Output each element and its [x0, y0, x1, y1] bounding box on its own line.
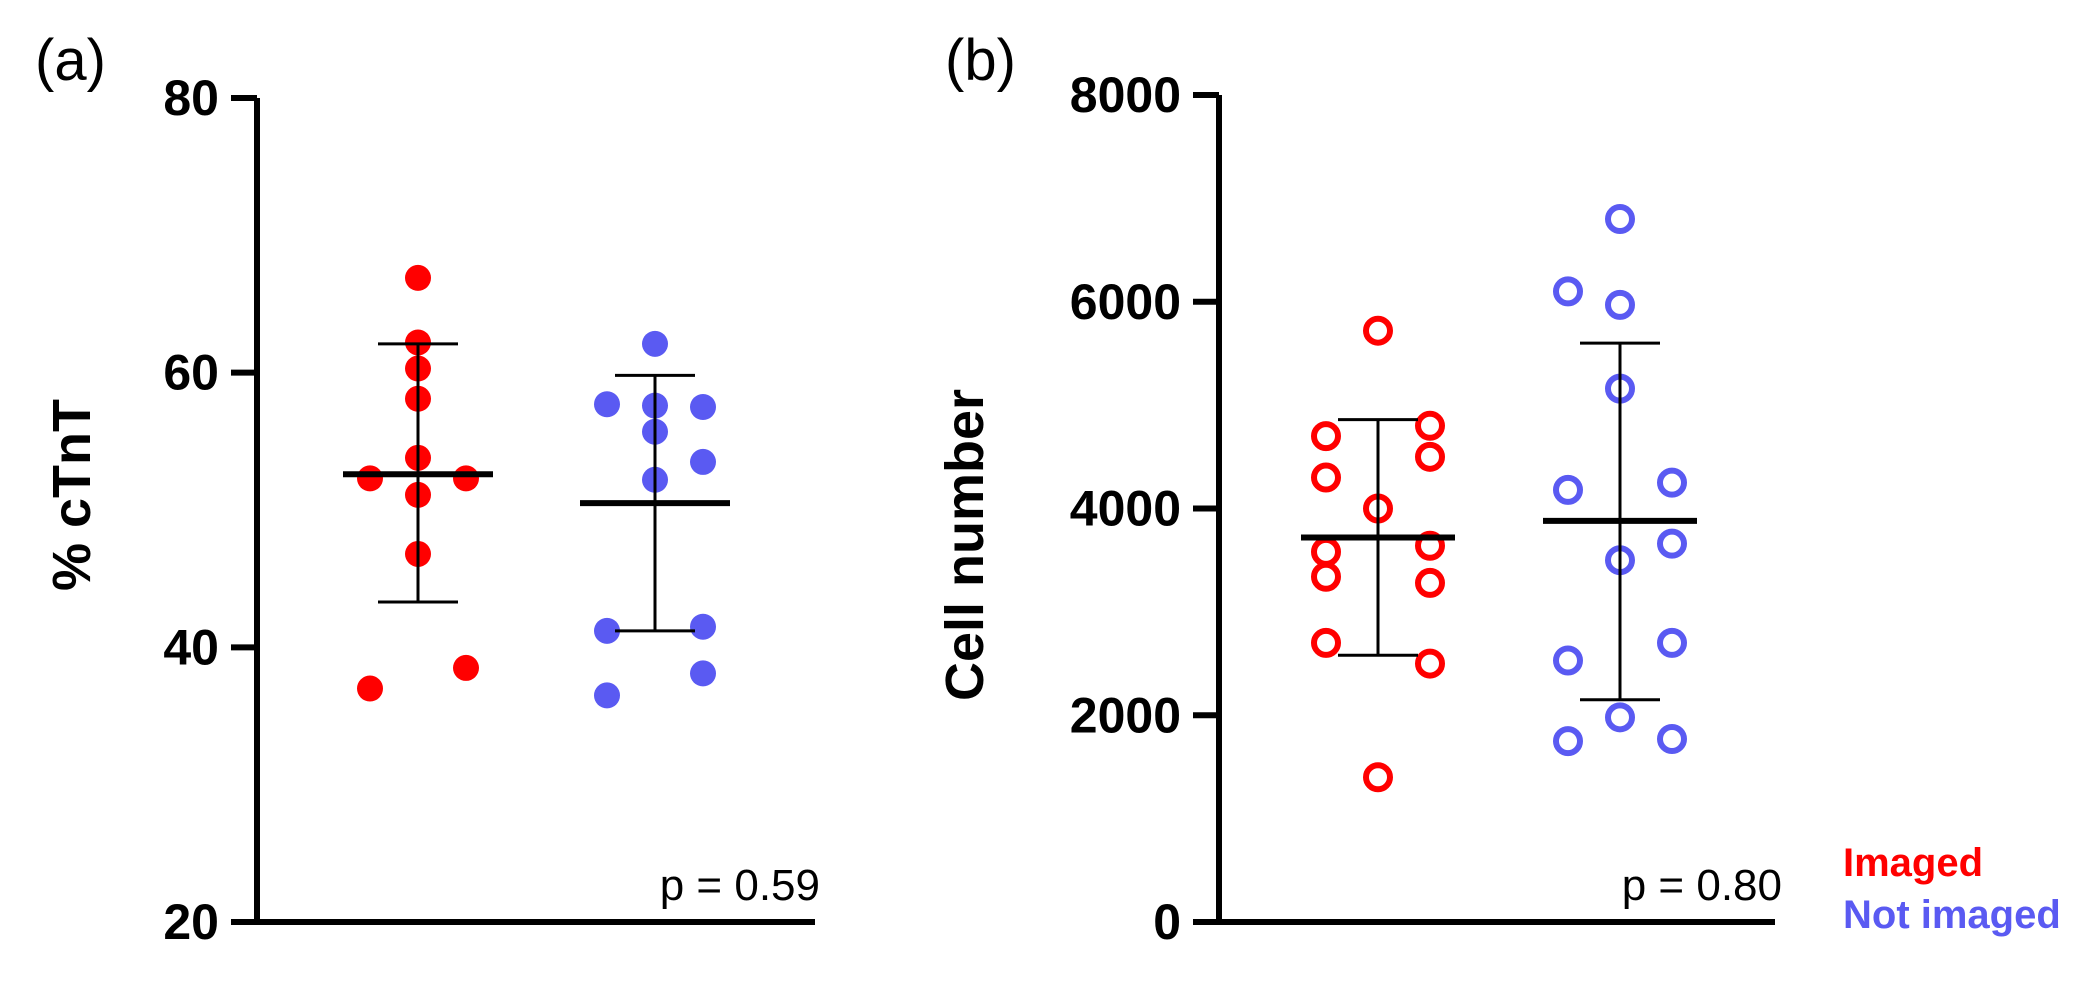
y-tick-label-b: 4000 — [1070, 481, 1181, 537]
data-point — [1660, 471, 1684, 495]
y-tick-label-a: 20 — [163, 894, 219, 950]
data-point — [357, 676, 383, 702]
legend-not-imaged: Not imaged — [1843, 893, 2061, 937]
data-point — [594, 682, 620, 708]
data-point — [1608, 293, 1632, 317]
data-point — [690, 449, 716, 475]
y-tick-label-a: 80 — [163, 70, 219, 126]
data-point — [690, 614, 716, 640]
data-point — [453, 465, 479, 491]
data-point — [1556, 729, 1580, 753]
y-tick-label-b: 8000 — [1070, 67, 1181, 123]
panel-b: (b) Cell number 0 2000 4000 6000 8000 p = 0.… — [935, 28, 1782, 950]
data-point — [1556, 648, 1580, 672]
data-point — [1418, 571, 1442, 595]
p-value-a: p = 0.59 — [660, 861, 820, 910]
data-point — [690, 394, 716, 420]
data-point — [1314, 631, 1338, 655]
data-point — [1418, 414, 1442, 438]
panel-label-a: (a) — [35, 28, 106, 93]
panel-label-b: (b) — [945, 28, 1016, 93]
y-tick-label-a: 40 — [163, 619, 219, 675]
data-point — [642, 331, 668, 357]
data-point — [1660, 727, 1684, 751]
y-axis-a: 20 40 60 80 — [163, 70, 815, 950]
data-point — [1556, 478, 1580, 502]
data-point — [1660, 532, 1684, 556]
data-point — [1556, 279, 1580, 303]
data-point — [1366, 319, 1390, 343]
data-point — [1314, 540, 1338, 564]
legend: Imaged Not imaged — [1843, 841, 2061, 937]
data-point — [1366, 765, 1390, 789]
data-point — [1660, 631, 1684, 655]
data-point — [1314, 424, 1338, 448]
data-point — [453, 655, 479, 681]
data-point — [405, 265, 431, 291]
marks-a — [343, 265, 730, 708]
y-tick-label-b: 0 — [1153, 894, 1181, 950]
marks-b — [1301, 207, 1697, 789]
data-point — [357, 465, 383, 491]
data-point — [1418, 445, 1442, 469]
y-axis-label-a: % cTnT — [42, 399, 102, 591]
data-point — [1418, 652, 1442, 676]
y-axis-b: 0 2000 4000 6000 8000 — [1070, 67, 1775, 950]
data-point — [594, 391, 620, 417]
data-point — [1608, 207, 1632, 231]
y-tick-label-b: 6000 — [1070, 274, 1181, 330]
data-point — [1608, 705, 1632, 729]
y-axis-label-b: Cell number — [935, 389, 995, 701]
data-point — [1314, 465, 1338, 489]
data-point — [1314, 565, 1338, 589]
y-tick-label-a: 60 — [163, 345, 219, 401]
panel-a: (a) % cTnT 20 40 60 80 p = 0.59 — [35, 28, 820, 950]
data-point — [690, 660, 716, 686]
p-value-b: p = 0.80 — [1622, 861, 1782, 910]
legend-imaged: Imaged — [1843, 841, 1983, 885]
y-tick-label-b: 2000 — [1070, 687, 1181, 743]
